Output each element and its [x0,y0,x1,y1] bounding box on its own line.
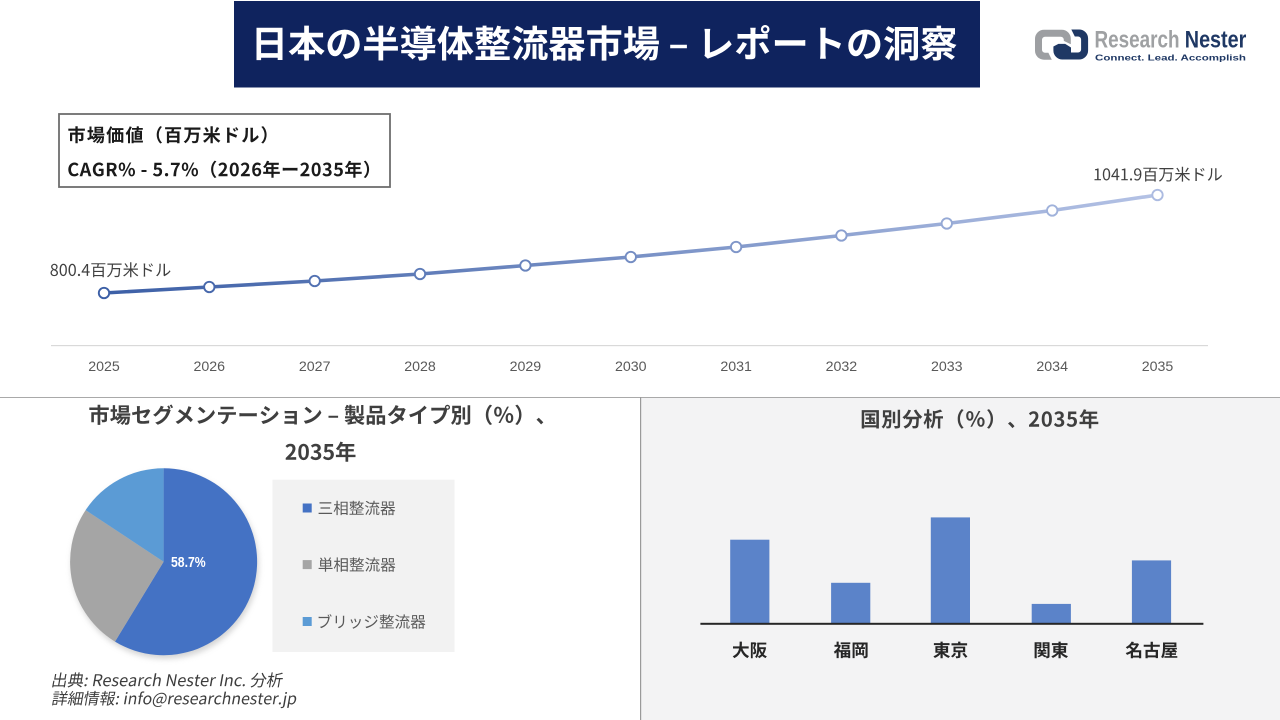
svg-text:2031: 2031 [720,359,752,375]
svg-text:2028: 2028 [404,359,436,375]
svg-text:Connect. Lead. Accomplish: Connect. Lead. Accomplish [1095,52,1246,62]
svg-text:Research: Research [1095,26,1180,53]
svg-text:2030: 2030 [615,359,647,375]
svg-text:Nester: Nester [1185,26,1247,53]
svg-text:58.7%: 58.7% [171,554,206,571]
svg-text:2025: 2025 [88,359,120,375]
svg-text:2029: 2029 [510,359,542,375]
svg-text:2033: 2033 [931,359,963,375]
svg-text:2027: 2027 [299,359,331,375]
svg-text:2034: 2034 [1036,359,1068,375]
svg-text:2035: 2035 [1142,359,1174,375]
svg-text:2026: 2026 [194,359,226,375]
svg-text:2032: 2032 [826,359,858,375]
